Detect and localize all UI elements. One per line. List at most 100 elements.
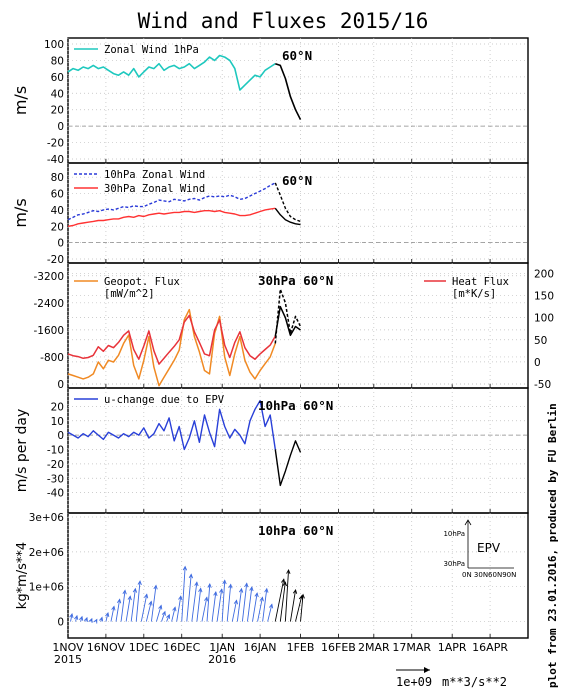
legend-label: [m*K/s] [452,288,496,300]
epv-vector [120,590,126,622]
epv-vector [201,597,208,622]
epv-vector [130,588,136,622]
series-line [67,308,277,387]
epv-vector-head [83,616,88,622]
x-year-label: 2016 [208,653,236,666]
y-tick-label: 0 [534,357,541,369]
epv-vector [300,594,304,622]
epv-vector-head [122,589,127,595]
y-tick-label: 40 [51,88,64,100]
epv-vector [181,566,186,622]
epv-vector [186,574,192,622]
x-tick-label: 1APR [438,641,467,654]
epv-vector-head [292,588,298,594]
y-tick-label: -3200 [33,271,64,283]
epv-vector [135,581,141,622]
inset-x-labels: 0N 30N60N90N [462,571,516,579]
epv-vector-head [148,600,153,606]
scale-value-label: 1e+09 [396,675,432,689]
epv-vector-head [188,573,194,579]
y-tick-label: 0 [57,238,64,250]
inset-y-label: 10hPa [443,530,465,538]
y-tick-label: 2e+06 [29,547,65,559]
series-line [67,54,276,91]
y-axis-label: m/s per day [14,409,30,493]
epv-vector [191,582,198,622]
y-tick-label: -1600 [33,325,64,337]
y-tick-label: 20 [51,221,64,233]
y-tick-label: -20 [47,459,64,471]
y-tick-label: 150 [534,291,554,303]
series-line [274,305,301,337]
epv-vector-head [99,616,104,622]
epv-vector [161,611,166,622]
y-tick-label: 20 [51,401,64,413]
epv-vector-head [161,610,166,616]
y-tick-label: 0 [57,121,64,133]
epv-vector-head [219,588,224,594]
epv-vector-head [172,606,177,612]
series-line [67,182,276,221]
x-tick-label: 16DEC [163,641,200,654]
y-tick-label: 0 [57,430,64,442]
y-tick-label: 3e+06 [29,512,65,524]
y-tick-label: 0 [57,617,64,629]
epv-vector-head [88,617,93,623]
epv-vector-head [158,604,163,610]
epv-vector-head [207,583,212,588]
epv-vector-head [281,578,286,584]
series-line [274,288,302,344]
scale-unit-label: m**3/s**2 [442,675,507,689]
x-year-label: 2015 [54,653,82,666]
epv-vector [110,606,115,622]
series-line [275,62,302,120]
epv-vector-head [300,593,305,599]
inset-y-arrow [464,519,472,526]
y-tick-label: -800 [40,352,64,364]
panel-annotation: 10hPa 60°N [258,523,333,538]
epv-vector [150,585,157,622]
epv-vector [284,570,289,622]
epv-vector [236,588,242,622]
epv-vector-head [264,587,269,593]
epv-vector-head [249,586,254,592]
chart-title: Wind and Fluxes 2015/16 [138,9,429,33]
legend-label: Zonal Wind 1hPa [104,44,199,56]
panel-annotation: 60°N [282,173,312,188]
epv-vector [221,580,226,622]
legend-label: u-change due to EPV [104,394,225,406]
epv-vector-head [74,614,79,620]
y-tick-label: 60 [51,189,64,201]
x-tick-label: 16NOV [87,641,126,654]
y-tick-label: -2400 [33,298,64,310]
y-tick-label: 80 [51,55,64,67]
epv-vector [166,614,170,622]
series-line [67,399,276,451]
y-tick-label: 100 [44,39,64,51]
axis-labels: -40-20020406080100m/s-20020406080m/s0-80… [11,39,554,666]
epv-vector-head [127,595,132,601]
legend-label: 10hPa Zonal Wind [104,169,205,181]
epv-vector-head [286,569,291,574]
epv-vector [252,593,258,622]
epv-vector-head [222,579,227,585]
y-tick-label: 50 [534,335,547,347]
epv-vector-head [238,587,244,593]
x-tick-label: 1DEC [129,641,159,654]
epv-vector-head [93,618,98,624]
epv-vector-head [259,596,264,602]
epv-vector-head [198,587,203,593]
epv-vector [125,596,131,622]
x-tick-label: 1FEB [287,641,315,654]
x-tick-label: 1JAN [209,641,235,654]
data-marks [67,54,305,624]
epv-vector [211,592,217,622]
epv-vector-head [268,603,274,609]
epv-vector-head [233,599,238,605]
epv-vector [231,600,237,622]
epv-vector [241,583,248,622]
inset-y-label: 30hPa [443,560,465,568]
scale-arrow: 1e+09 m**3/s**2 [396,667,507,689]
epv-vector-head [194,581,199,587]
